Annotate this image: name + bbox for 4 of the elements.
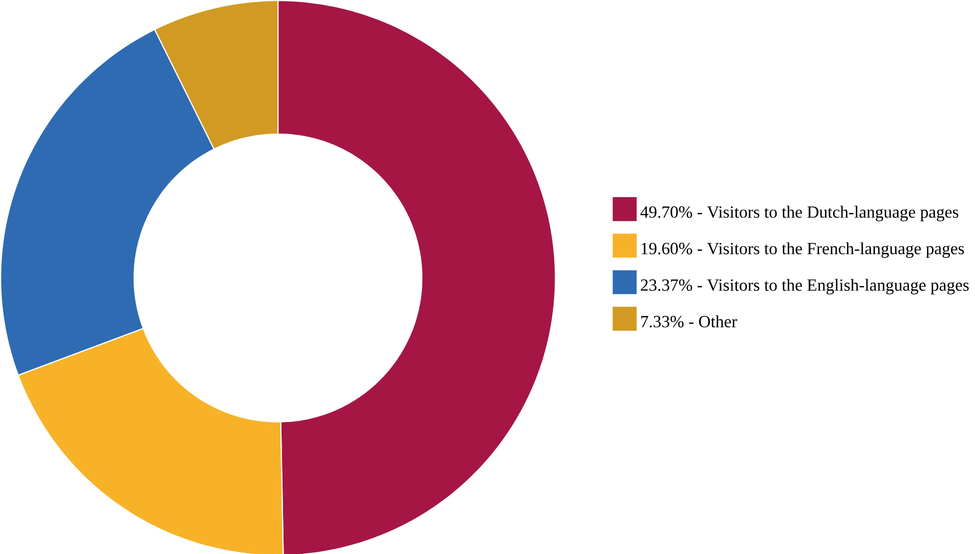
legend-label: 19.60% - Visitors to the French-language pages: [642, 242, 964, 258]
legend-label: 7.33% - Other: [641, 315, 738, 328]
legend-label: 23.37% - Visitors to the English-language pages: [640, 278, 969, 294]
legend-label: 49.70% - Visitors to the Dutch-language pages: [640, 206, 958, 222]
